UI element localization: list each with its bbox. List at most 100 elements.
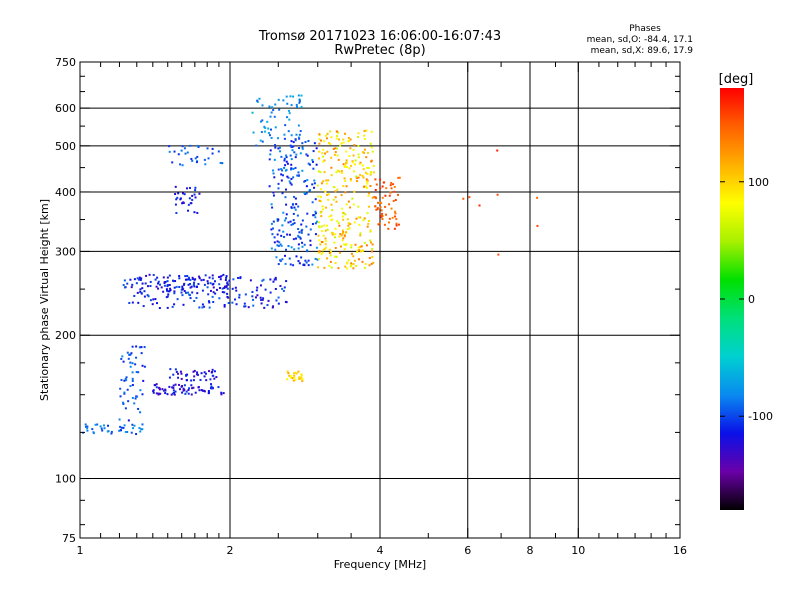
- echo-point: [168, 385, 171, 388]
- echo-point: [187, 209, 190, 212]
- echo-point: [189, 282, 192, 285]
- echo-point: [249, 279, 252, 282]
- echo-point: [357, 246, 360, 249]
- echo-point: [200, 279, 203, 282]
- echo-point: [345, 185, 348, 188]
- echo-point: [322, 160, 325, 163]
- echo-point: [170, 393, 173, 396]
- echo-point: [284, 188, 287, 191]
- echo-point: [296, 105, 299, 108]
- echo-point: [165, 288, 168, 291]
- echo-point: [335, 130, 338, 133]
- echo-point: [207, 392, 210, 395]
- echo-point: [284, 262, 287, 265]
- echo-point: [334, 147, 337, 150]
- echo-point: [204, 274, 207, 277]
- echo-point: [156, 302, 159, 305]
- echo-point: [201, 306, 204, 309]
- echo-point: [197, 373, 200, 376]
- echo-point: [333, 153, 336, 156]
- phases-mean-o: mean, sd,O: -84.4, 17.1: [587, 35, 693, 45]
- echo-point: [274, 276, 277, 279]
- echo-point: [347, 200, 350, 203]
- echo-point: [212, 374, 215, 377]
- echo-point: [272, 305, 275, 308]
- echo-point: [394, 215, 397, 218]
- echo-point: [175, 198, 178, 201]
- echo-point: [322, 208, 325, 211]
- echo-point: [223, 286, 226, 289]
- echo-point: [342, 212, 345, 215]
- echo-point: [297, 247, 300, 250]
- echo-point: [342, 218, 345, 221]
- echo-point: [258, 97, 261, 100]
- echo-point: [349, 138, 352, 141]
- echo-point: [319, 200, 322, 203]
- echo-point: [361, 249, 364, 252]
- echo-point: [350, 244, 353, 247]
- echo-point: [179, 197, 182, 200]
- echo-point: [296, 174, 299, 177]
- echo-point: [339, 144, 342, 147]
- echo-point: [536, 196, 539, 199]
- echo-point: [279, 150, 282, 153]
- echo-point: [309, 239, 312, 242]
- echo-point: [306, 250, 309, 253]
- echo-point: [171, 305, 174, 308]
- echo-point: [226, 292, 229, 295]
- echo-point: [365, 178, 368, 181]
- echo-point: [295, 255, 298, 258]
- echo-point: [361, 151, 364, 154]
- echo-point: [183, 282, 186, 285]
- echo-point: [353, 221, 356, 224]
- echo-point: [211, 370, 214, 373]
- echo-point: [347, 222, 350, 225]
- echo-point: [536, 224, 539, 227]
- echo-point: [196, 155, 199, 158]
- echo-point: [363, 185, 366, 188]
- echo-point: [185, 390, 188, 393]
- echo-point: [273, 236, 276, 239]
- echo-point: [345, 165, 348, 168]
- echo-point: [350, 252, 353, 255]
- echo-point: [119, 425, 122, 428]
- echo-point: [171, 161, 174, 164]
- echo-point: [128, 302, 131, 305]
- echo-point: [289, 376, 292, 379]
- echo-point: [119, 395, 122, 398]
- echo-point: [274, 144, 277, 147]
- echo-point: [355, 265, 358, 268]
- echo-point: [132, 427, 135, 430]
- echo-point: [283, 235, 286, 238]
- echo-point: [298, 100, 301, 103]
- echo-point: [323, 159, 326, 162]
- echo-point: [180, 149, 183, 152]
- echo-point: [292, 203, 295, 206]
- echo-point: [333, 241, 336, 244]
- echo-point: [297, 260, 300, 263]
- echo-point: [338, 224, 341, 227]
- echo-point: [334, 151, 337, 154]
- echo-point: [348, 227, 351, 230]
- echo-point: [346, 218, 349, 221]
- echo-point: [268, 134, 271, 137]
- echo-point: [338, 138, 341, 141]
- echo-point: [339, 251, 342, 254]
- echo-point: [306, 179, 309, 182]
- echo-point: [286, 162, 289, 165]
- echo-point: [124, 430, 127, 433]
- echo-point: [357, 145, 360, 148]
- echo-point: [155, 285, 158, 288]
- echo-point: [313, 213, 316, 216]
- echo-point: [388, 194, 391, 197]
- echo-point: [281, 169, 284, 172]
- echo-point: [272, 280, 275, 283]
- echo-point: [313, 142, 316, 145]
- echo-point: [274, 288, 277, 291]
- echo-point: [311, 201, 314, 204]
- echo-point: [359, 234, 362, 237]
- grid-lines: [80, 62, 680, 538]
- echo-point: [314, 216, 317, 219]
- echo-point: [288, 112, 291, 115]
- echo-point: [208, 306, 211, 309]
